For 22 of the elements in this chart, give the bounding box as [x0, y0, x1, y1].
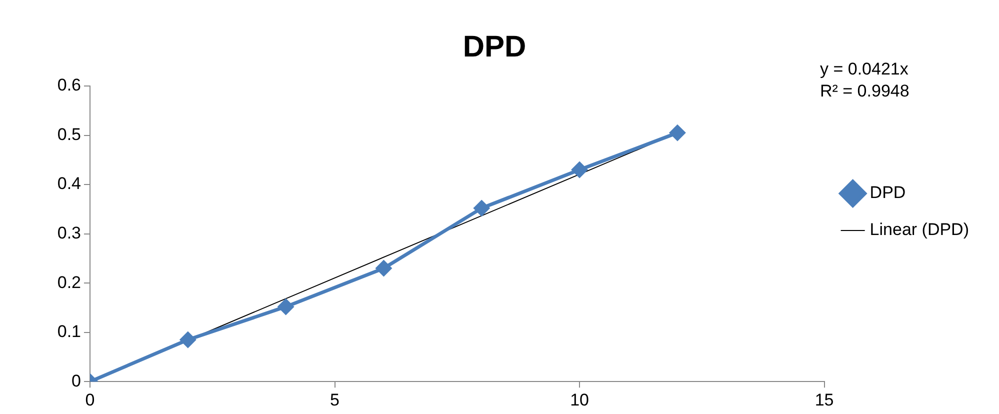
x-tick-label: 5 — [330, 390, 340, 410]
point — [278, 298, 294, 314]
point — [376, 260, 392, 276]
x-tick-label: 10 — [570, 390, 589, 410]
x-tick-label: 15 — [814, 390, 834, 410]
y-tick-label: 0 — [72, 371, 81, 390]
y-tick-label: 0.4 — [57, 174, 81, 194]
y-tick-label: 0.2 — [57, 272, 81, 292]
annotation: R² = 0.9948 — [820, 82, 910, 101]
point — [670, 125, 686, 141]
text: y = 0.0421x — [820, 60, 909, 79]
y-tick-label: 0.5 — [57, 124, 81, 144]
chart-title: DPD — [462, 30, 526, 64]
point — [474, 200, 490, 216]
point — [180, 332, 196, 348]
legend-label: Linear (DPD) — [870, 220, 970, 240]
y-tick-label: 0.1 — [57, 322, 81, 342]
y-tick-label: 0.6 — [57, 76, 81, 95]
point — [572, 162, 588, 178]
x-tick-label: 0 — [85, 390, 95, 410]
y-tick-label: 0.3 — [57, 223, 81, 242]
legend-label: DPD — [870, 183, 906, 202]
